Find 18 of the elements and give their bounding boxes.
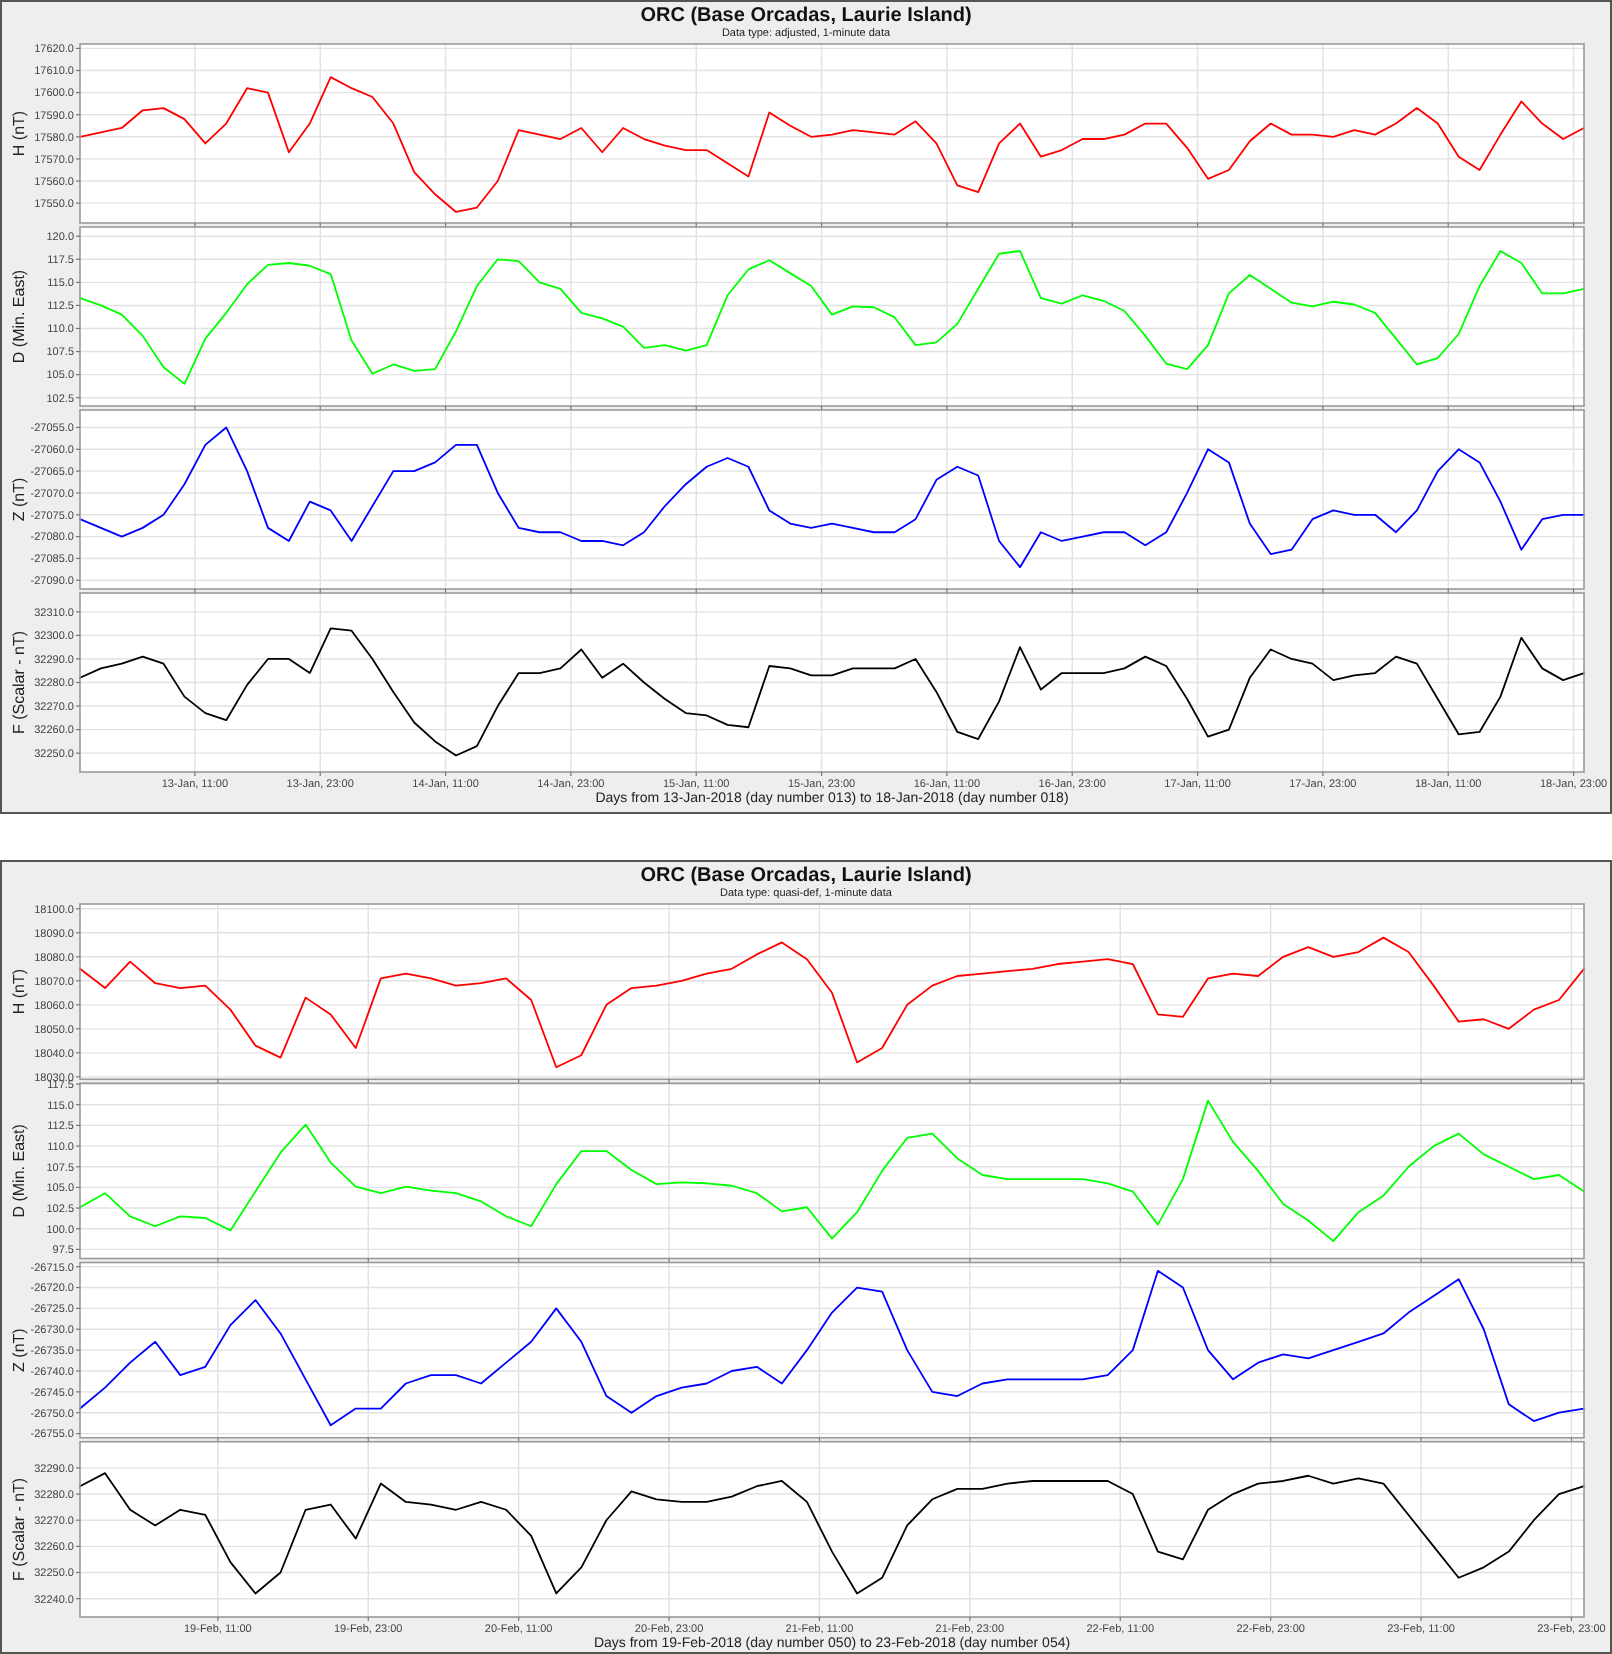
line-series bbox=[79, 936, 1585, 1069]
y-axis-title: F (Scalar - nT) bbox=[9, 1477, 28, 1581]
chart-title: ORC (Base Orcadas, Laurie Island) bbox=[640, 5, 972, 27]
line-series bbox=[79, 250, 1585, 385]
line-series bbox=[79, 1472, 1585, 1595]
y-axis-title: H (nT) bbox=[9, 110, 28, 157]
y-axis-title: Z (nT) bbox=[9, 477, 28, 522]
y-axis-title: F (Scalar - nT) bbox=[9, 630, 28, 735]
line-series bbox=[79, 1099, 1585, 1243]
y-axis-title: D (Min. East) bbox=[9, 1123, 28, 1218]
line-series bbox=[79, 1269, 1585, 1427]
y-axis-title: Z (nT) bbox=[9, 1327, 28, 1372]
line-series bbox=[79, 426, 1585, 569]
chart-title: ORC (Base Orcadas, Laurie Island) bbox=[640, 865, 972, 887]
line-series bbox=[79, 627, 1585, 757]
y-axis-title: H (nT) bbox=[9, 968, 28, 1015]
y-axis-title: D (Min. East) bbox=[9, 269, 28, 364]
line-series bbox=[79, 76, 1585, 213]
